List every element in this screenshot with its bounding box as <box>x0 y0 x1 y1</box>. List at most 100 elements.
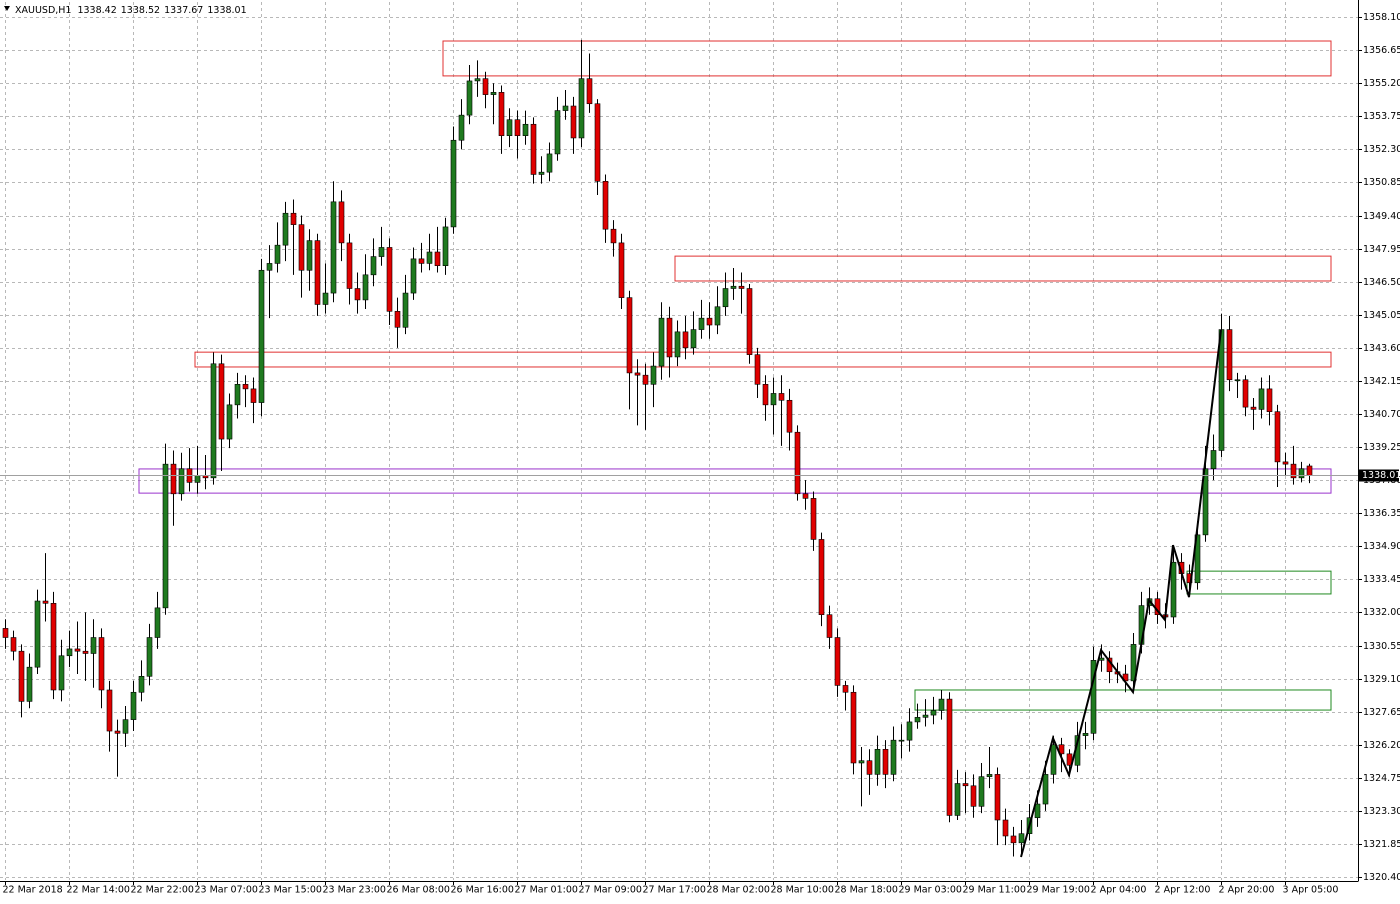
candle-body <box>514 119 521 136</box>
candle-body <box>874 748 881 775</box>
x-tick-label: 23 Mar 07:00 <box>195 885 258 896</box>
zone <box>914 689 1332 711</box>
header-text: XAUUSD,H1 1338.42 1338.52 1337.67 1338.01 <box>15 5 247 16</box>
candle-body <box>1210 450 1217 470</box>
candle-body <box>26 666 33 702</box>
candle-body <box>498 92 505 136</box>
candle-body <box>146 637 153 677</box>
candle-body <box>586 78 593 105</box>
header-icon <box>4 6 10 11</box>
candle-body <box>322 292 329 305</box>
candle-body <box>698 317 705 330</box>
candle-body <box>306 240 313 271</box>
y-tick-label: 1349.40 <box>1363 211 1400 222</box>
candle-body <box>570 105 577 139</box>
candle-body <box>426 251 433 264</box>
x-tick-label: 28 Mar 10:00 <box>771 885 834 896</box>
candle-body <box>1218 329 1225 451</box>
candle-body <box>1298 468 1305 479</box>
candle-body <box>1130 644 1137 682</box>
candle-body <box>1058 744 1065 755</box>
candle-body <box>506 119 513 136</box>
candle-body <box>1258 388 1265 410</box>
x-tick-label: 2 Apr 20:00 <box>1219 885 1275 896</box>
candle-body <box>554 110 561 155</box>
candle-body <box>178 468 185 495</box>
last-close: 1338.01 <box>207 5 246 16</box>
candle-body <box>482 78 489 95</box>
candle-body <box>786 399 793 433</box>
candle-body <box>346 242 353 289</box>
candle-body <box>618 242 625 298</box>
candle-body <box>1234 379 1241 382</box>
y-tick-label: 1327.65 <box>1363 707 1400 718</box>
candle-body <box>906 721 913 741</box>
candle-body <box>274 244 281 264</box>
y-tick-label: 1323.30 <box>1363 806 1400 817</box>
candle-body <box>130 691 137 720</box>
zone <box>674 255 1332 282</box>
candle-body <box>1274 411 1281 463</box>
candle-body <box>778 393 785 401</box>
candle-body <box>714 306 721 326</box>
candle-body <box>738 285 745 289</box>
zones <box>138 40 1332 711</box>
candle-body <box>154 607 161 638</box>
candle-body <box>90 637 97 654</box>
x-tick-label: 29 Mar 11:00 <box>963 885 1026 896</box>
zone <box>442 40 1332 77</box>
candle-body <box>354 288 361 301</box>
x-tick-label: 28 Mar 02:00 <box>707 885 770 896</box>
x-tick-label: 29 Mar 03:00 <box>899 885 962 896</box>
candle-body <box>890 739 897 775</box>
x-tick-label: 2 Apr 04:00 <box>1091 885 1147 896</box>
candle-body <box>562 105 569 111</box>
x-tick-label: 29 Mar 19:00 <box>1027 885 1090 896</box>
y-tick-label: 1343.60 <box>1363 343 1400 354</box>
candle-body <box>1050 744 1057 775</box>
candle-body <box>858 760 865 764</box>
y-tick-label: 1355.20 <box>1363 78 1400 89</box>
candle-body <box>746 288 753 355</box>
candle-body <box>954 783 961 816</box>
candle-body <box>1170 561 1177 618</box>
candle-body <box>122 719 129 734</box>
candle-body <box>1202 468 1209 536</box>
candle-body <box>18 650 25 702</box>
candle-body <box>594 103 601 182</box>
candle-body <box>762 384 769 406</box>
candle-body <box>810 498 817 540</box>
candle-body <box>394 311 401 328</box>
candle-body <box>1090 660 1097 734</box>
candle-body <box>258 269 265 403</box>
x-tick-label: 3 Apr 05:00 <box>1283 885 1339 896</box>
x-tick-label: 27 Mar 09:00 <box>579 885 642 896</box>
y-tick-label: 1342.15 <box>1363 376 1400 387</box>
candle-body <box>138 675 145 693</box>
candle-body <box>1290 463 1297 479</box>
candle-body <box>50 603 57 691</box>
candle-body <box>42 600 49 604</box>
candle-body <box>818 539 825 616</box>
y-tick-label: 1350.85 <box>1363 177 1400 188</box>
candle-body <box>914 717 921 723</box>
candle-body <box>402 292 409 328</box>
candle-body <box>938 698 945 711</box>
zigzag-line <box>1020 329 1222 858</box>
candle-body <box>898 739 905 742</box>
candle-body <box>250 388 257 403</box>
candle-body <box>578 78 585 139</box>
candle-body <box>978 776 985 807</box>
candle-body <box>74 648 81 652</box>
y-tick-label: 1324.75 <box>1363 773 1400 784</box>
candle-body <box>522 123 529 136</box>
candle-body <box>1242 379 1249 408</box>
candle-body <box>922 714 929 718</box>
candle-body <box>1266 388 1273 412</box>
zone <box>138 468 1332 494</box>
candle-body <box>674 331 681 358</box>
candle-body <box>474 78 481 82</box>
candle-body <box>826 614 833 638</box>
y-tick-label: 1352.30 <box>1363 144 1400 155</box>
